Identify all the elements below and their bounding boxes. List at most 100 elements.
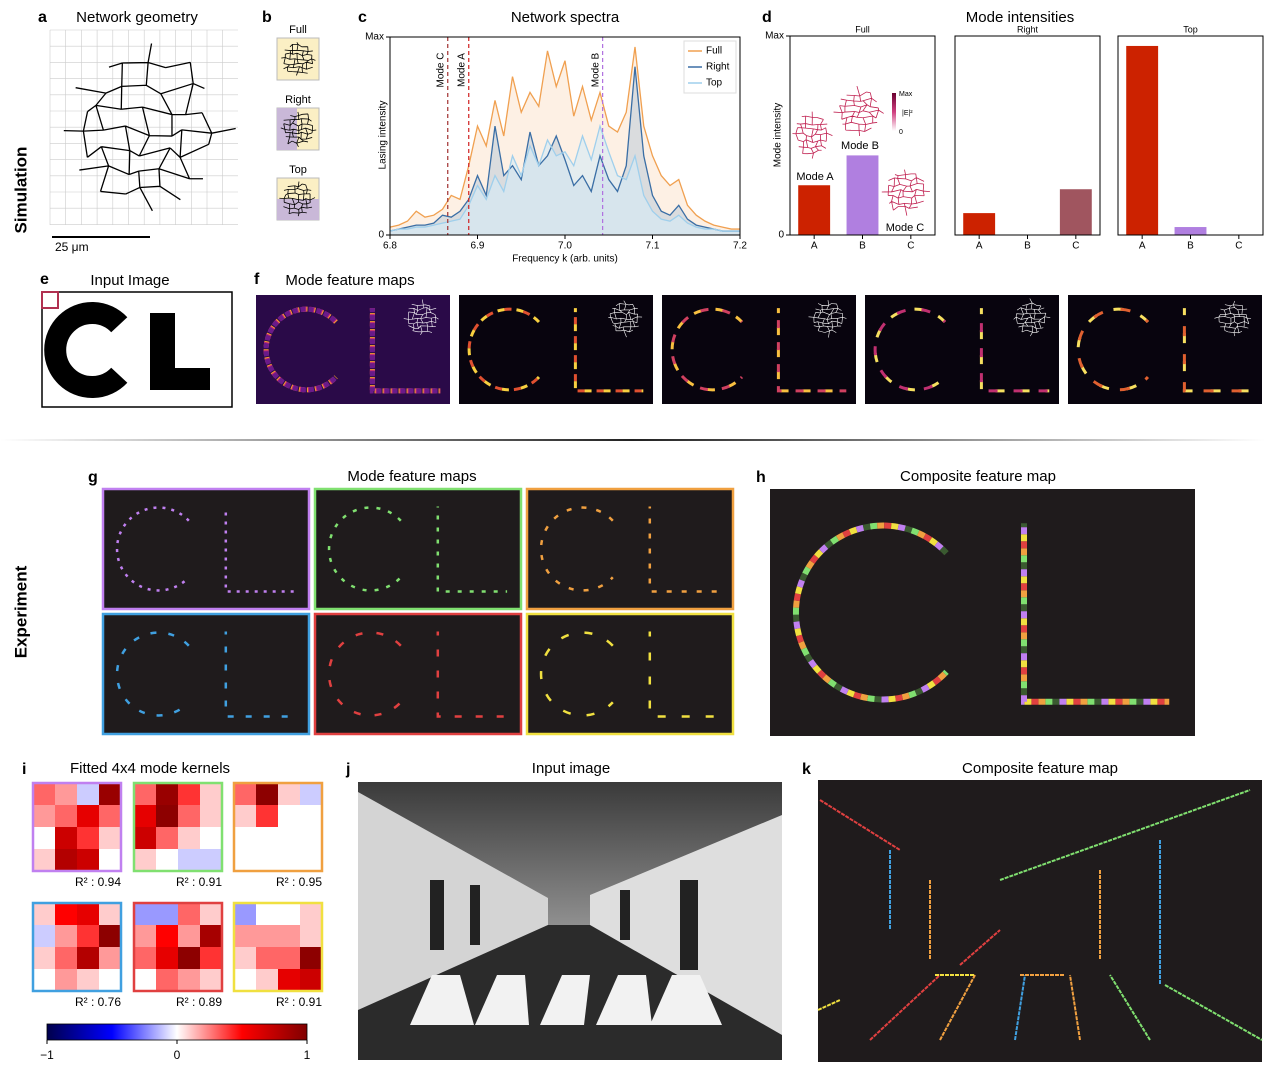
network <box>279 181 316 217</box>
colorbar-tick-label: 0 <box>174 1048 181 1062</box>
feature-stroke <box>1021 523 1170 705</box>
kernel-cell <box>99 903 121 925</box>
network <box>403 299 439 335</box>
kernel-cell <box>134 849 156 871</box>
kernel-cell <box>300 969 322 991</box>
feature-stroke <box>648 506 720 593</box>
kernel-border <box>232 781 324 873</box>
thumb-shade <box>277 108 297 150</box>
feature-stroke <box>979 308 1050 393</box>
kernel-cell <box>55 805 77 827</box>
kernel-cell <box>134 827 156 849</box>
feature-map <box>865 295 1059 404</box>
chart-subtitle: Top <box>1183 24 1198 34</box>
network <box>833 85 884 137</box>
kernel-cell <box>134 805 156 827</box>
kernel-cell <box>33 947 55 969</box>
field-colorbar-label: |E|² <box>902 110 913 117</box>
y-tick-label: Max <box>765 31 784 42</box>
composite-map <box>818 780 1262 1062</box>
kernel-cell <box>55 783 77 805</box>
kernel-cell <box>156 849 178 871</box>
photo-crosswalk <box>596 975 652 1025</box>
edge-line <box>999 789 1251 881</box>
panel-title: Input image <box>532 760 610 777</box>
kernel-border <box>31 901 123 993</box>
bar <box>963 213 996 235</box>
panel-title: Mode feature maps <box>285 272 414 289</box>
edge-line <box>1069 974 1081 1041</box>
kernel-cell <box>200 903 222 925</box>
feature-stroke <box>873 307 947 392</box>
kernel-cell <box>178 827 200 849</box>
field-colorbar-label: Max <box>899 91 913 98</box>
network <box>792 111 833 159</box>
kernel-cell <box>77 827 99 849</box>
panel-title: Composite feature map <box>900 468 1056 485</box>
bar <box>1059 189 1092 235</box>
kernel-cell <box>33 805 55 827</box>
y-tick-label: 0 <box>378 230 384 241</box>
kernel-cell <box>300 849 322 871</box>
thumb-label: Top <box>289 164 307 176</box>
feature-map <box>459 295 653 404</box>
letter-shape <box>150 313 210 390</box>
photo-door <box>430 880 444 950</box>
kernel-cell <box>200 947 222 969</box>
feature-stroke <box>1182 308 1253 393</box>
bar <box>798 185 831 235</box>
x-tick-label: A <box>811 241 818 252</box>
x-tick-label: 7.0 <box>558 241 572 252</box>
kernel-cell <box>178 849 200 871</box>
kernel-cell <box>278 827 300 849</box>
kernel-cell <box>55 947 77 969</box>
feature-stroke <box>648 631 720 718</box>
photo-door <box>680 880 698 970</box>
panel-title: Mode feature maps <box>347 468 476 485</box>
feature-stroke <box>792 522 949 703</box>
kernel-cell <box>200 827 222 849</box>
kernel-cell <box>178 805 200 827</box>
bar <box>846 155 879 235</box>
kernel-cell <box>156 805 178 827</box>
kernel-cell <box>256 969 278 991</box>
kernel-cell <box>178 969 200 991</box>
kernel-cell <box>77 903 99 925</box>
kernel-border <box>31 781 123 873</box>
plot-frame <box>1117 35 1264 236</box>
mode-label: Mode A <box>796 171 834 183</box>
feature-stroke <box>263 306 338 393</box>
feature-stroke <box>1021 523 1170 705</box>
feature-stroke <box>436 631 508 718</box>
feature-stroke <box>670 307 744 392</box>
mode-marker-label: Mode A <box>456 53 467 87</box>
composite-map <box>770 489 1195 736</box>
kernel-cell <box>234 903 256 925</box>
feature-map <box>256 295 450 404</box>
edge-line <box>869 974 941 1041</box>
chart-title: Network spectra <box>511 9 620 26</box>
feature-stroke <box>792 522 949 703</box>
legend-label: Right <box>706 62 730 73</box>
kernel-cell <box>99 969 121 991</box>
kernel-cell <box>134 783 156 805</box>
kernel-cell <box>256 903 278 925</box>
letter-shape <box>44 302 128 398</box>
kernel-r2: R² : 0.89 <box>176 995 222 1009</box>
plot-frame <box>954 35 1101 236</box>
feature-map <box>101 487 311 611</box>
x-tick-label: 7.1 <box>646 241 660 252</box>
field-colorbar-label: 0 <box>899 129 903 136</box>
panel-title: Mode intensities <box>966 9 1074 26</box>
panel-letter: f <box>254 271 260 288</box>
legend-label: Full <box>706 46 722 57</box>
scale-bar-label: 25 μm <box>55 240 89 254</box>
x-tick-label: C <box>1072 241 1079 252</box>
colorbar-tick-label: −1 <box>40 1048 54 1062</box>
kernel-cell <box>134 903 156 925</box>
kernel-cell <box>134 947 156 969</box>
thumb-label: Right <box>285 94 311 106</box>
bar <box>1174 227 1207 235</box>
row-label: Simulation <box>11 147 30 234</box>
y-axis-label: Lasing intensity <box>378 101 389 170</box>
